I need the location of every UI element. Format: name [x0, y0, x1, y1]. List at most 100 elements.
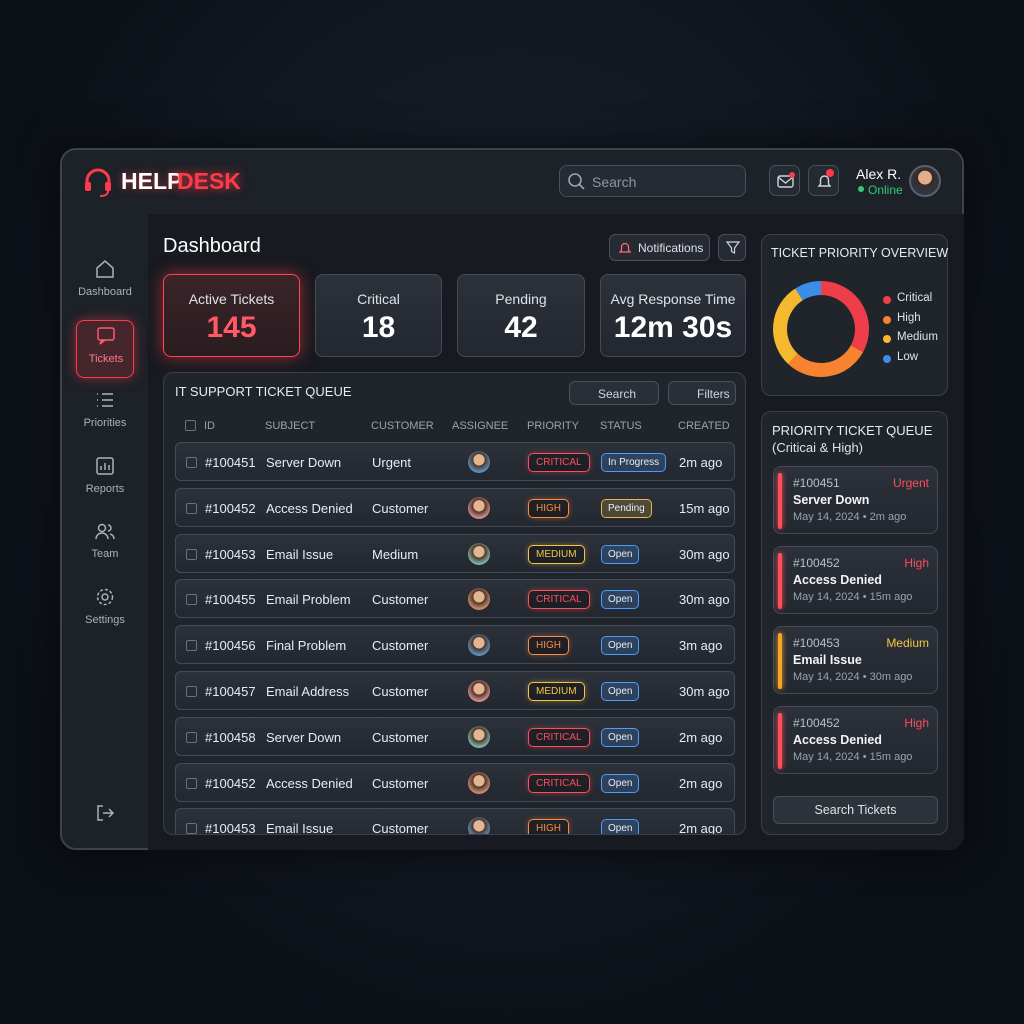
row-checkbox [186, 777, 197, 789]
donut-segment [773, 288, 804, 364]
filter-button[interactable] [718, 234, 746, 261]
row-checkbox [186, 731, 197, 743]
column-header: STATUS [600, 420, 642, 432]
icon-shape [725, 241, 741, 254]
priority-bar [778, 553, 782, 609]
priority-card[interactable]: #100453 Medium Email Issue May 14, 2024 • 3… [773, 626, 938, 694]
priority-pill: HIGH [528, 819, 569, 834]
queue-search[interactable]: Search [569, 381, 659, 405]
column-header: CREATED [678, 420, 730, 432]
status-pill: In Progress [601, 453, 667, 472]
priority-pill: CRITICAL [528, 453, 590, 472]
priority-pill: CRITICAL [528, 773, 590, 793]
icon-shape [100, 462, 110, 470]
ticket-row[interactable]: #100453 Email Issue Customer HIGH Open 2m ago [175, 808, 735, 835]
ticket-row[interactable]: #100455 Email Problem Customer CRITICAL Open… [175, 579, 735, 619]
column-header: ASSIGNEE [452, 420, 509, 432]
nav-item[interactable]: Team [76, 516, 134, 574]
mail-button[interactable] [769, 165, 800, 196]
priority-pill: MEDIUM [528, 544, 585, 564]
ticket-created: 30m ago [679, 592, 730, 608]
row-checkbox [186, 823, 197, 834]
ticket-row[interactable]: #100451 Server Down Urgent CRITICAL In Progr… [175, 442, 735, 481]
ticket-row[interactable]: #100457 Email Address Customer MEDIUM Open 30… [175, 671, 735, 710]
priority-card[interactable]: #100452 High Access Denied May 14, 2024 • 1… [773, 546, 938, 614]
ticket-created: 30m ago [679, 684, 730, 699]
status-pill: Open [601, 636, 640, 656]
ticket-created: 2m ago [679, 821, 723, 835]
status-pill: Open [601, 819, 640, 834]
ticket-row[interactable]: #100452 Access Denied Customer HIGH Pending 1… [175, 487, 735, 527]
nav-item[interactable]: Settings [76, 582, 134, 640]
nav-item[interactable]: Reports [76, 451, 134, 509]
ticket-row[interactable]: #100452 Access Denied Customer CRITICAL Open… [175, 762, 735, 802]
ticket-subject: Email Address [266, 684, 350, 699]
search-tickets-button[interactable]: Search Tickets [773, 796, 938, 824]
bell-icon [618, 242, 632, 253]
ticket-row[interactable]: #100453 Email Issue Medium MEDIUM Open 30m ag… [175, 533, 735, 573]
priority-card[interactable]: #100451 Urgent Server Down May 14, 2024 • 2… [773, 466, 938, 534]
legend-label: Medium [897, 331, 938, 343]
assignee-avatar [468, 771, 490, 794]
assignee-avatar [468, 680, 490, 702]
priority-card-id: #100452 [793, 556, 840, 570]
icon-shape [777, 176, 794, 184]
ticket-created: 2m ago [679, 455, 723, 470]
bell-button[interactable] [808, 165, 839, 196]
priority-card-subject: Server Down [793, 493, 870, 507]
ticket-customer: Customer [372, 729, 429, 745]
nav-label: Settings [85, 613, 125, 626]
ticket-customer: Customer [372, 592, 429, 608]
nav-item[interactable]: Priorities [76, 385, 134, 443]
priority-card-meta: May 14, 2024 • 15m ago [793, 591, 913, 603]
priority-card-level: Urgent [892, 476, 929, 490]
priority-bar [778, 713, 782, 769]
priority-card-level: Medium [886, 636, 929, 650]
nav-icon [97, 326, 115, 345]
ticket-id: #100453 [205, 821, 256, 835]
ticket-row[interactable]: #100456 Final Problem Customer HIGH Open 3m a… [175, 625, 735, 665]
ticket-subject: Access Denied [266, 775, 353, 791]
logout-icon[interactable] [95, 803, 115, 823]
column-header: CUSTOMER [371, 420, 434, 432]
notifications-label: Notifications [638, 241, 704, 255]
priority-pill: HIGH [528, 636, 569, 656]
column-header: ID [204, 420, 215, 432]
status-pill: Open [601, 544, 640, 564]
assignee-avatar [468, 542, 490, 565]
stat-value: 145 [206, 311, 257, 344]
row-checkbox [186, 457, 197, 468]
priority-bar [778, 633, 782, 689]
priority-overview: TICKET PRIORITY OVERVIEW Critical High Medi… [761, 234, 948, 396]
legend-label: Critical [897, 292, 933, 304]
icon-shape [817, 175, 832, 187]
priority-card-meta: May 14, 2024 • 2m ago [793, 511, 907, 523]
nav-icon [95, 523, 115, 540]
ticket-created: 15m ago [679, 500, 730, 516]
icon-shape [99, 338, 106, 345]
icon-shape [101, 592, 109, 601]
queue-search-label: Search [598, 387, 637, 401]
ticket-id: #100451 [205, 455, 256, 470]
ticket-customer: Customer [372, 684, 429, 699]
ticket-created: 30m ago [679, 546, 730, 562]
stat-card: Critical 18 [315, 274, 442, 357]
nav-item[interactable]: Tickets [76, 319, 134, 378]
ticket-row[interactable]: #100458 Server Down Customer CRITICAL Open 2m… [175, 716, 735, 756]
assignee-avatar [468, 496, 490, 519]
queue-filters[interactable]: Filters [668, 381, 736, 405]
search-box[interactable]: Search [559, 165, 746, 197]
notifications-button[interactable]: Notifications [609, 234, 710, 261]
logo-icon [85, 168, 111, 197]
priority-card-level: High [904, 716, 929, 730]
status-pill: Open [601, 682, 640, 701]
legend-dot [883, 354, 891, 363]
ticket-id: #100457 [205, 684, 256, 699]
nav-item[interactable]: Dashboard [76, 254, 134, 312]
ticket-subject: Server Down [266, 455, 342, 470]
priority-card[interactable]: #100452 High Access Denied May 14, 2024 • 1… [773, 706, 938, 774]
nav-label: Team [91, 548, 119, 560]
row-checkbox [186, 502, 197, 514]
stat-value: 42 [504, 311, 538, 344]
